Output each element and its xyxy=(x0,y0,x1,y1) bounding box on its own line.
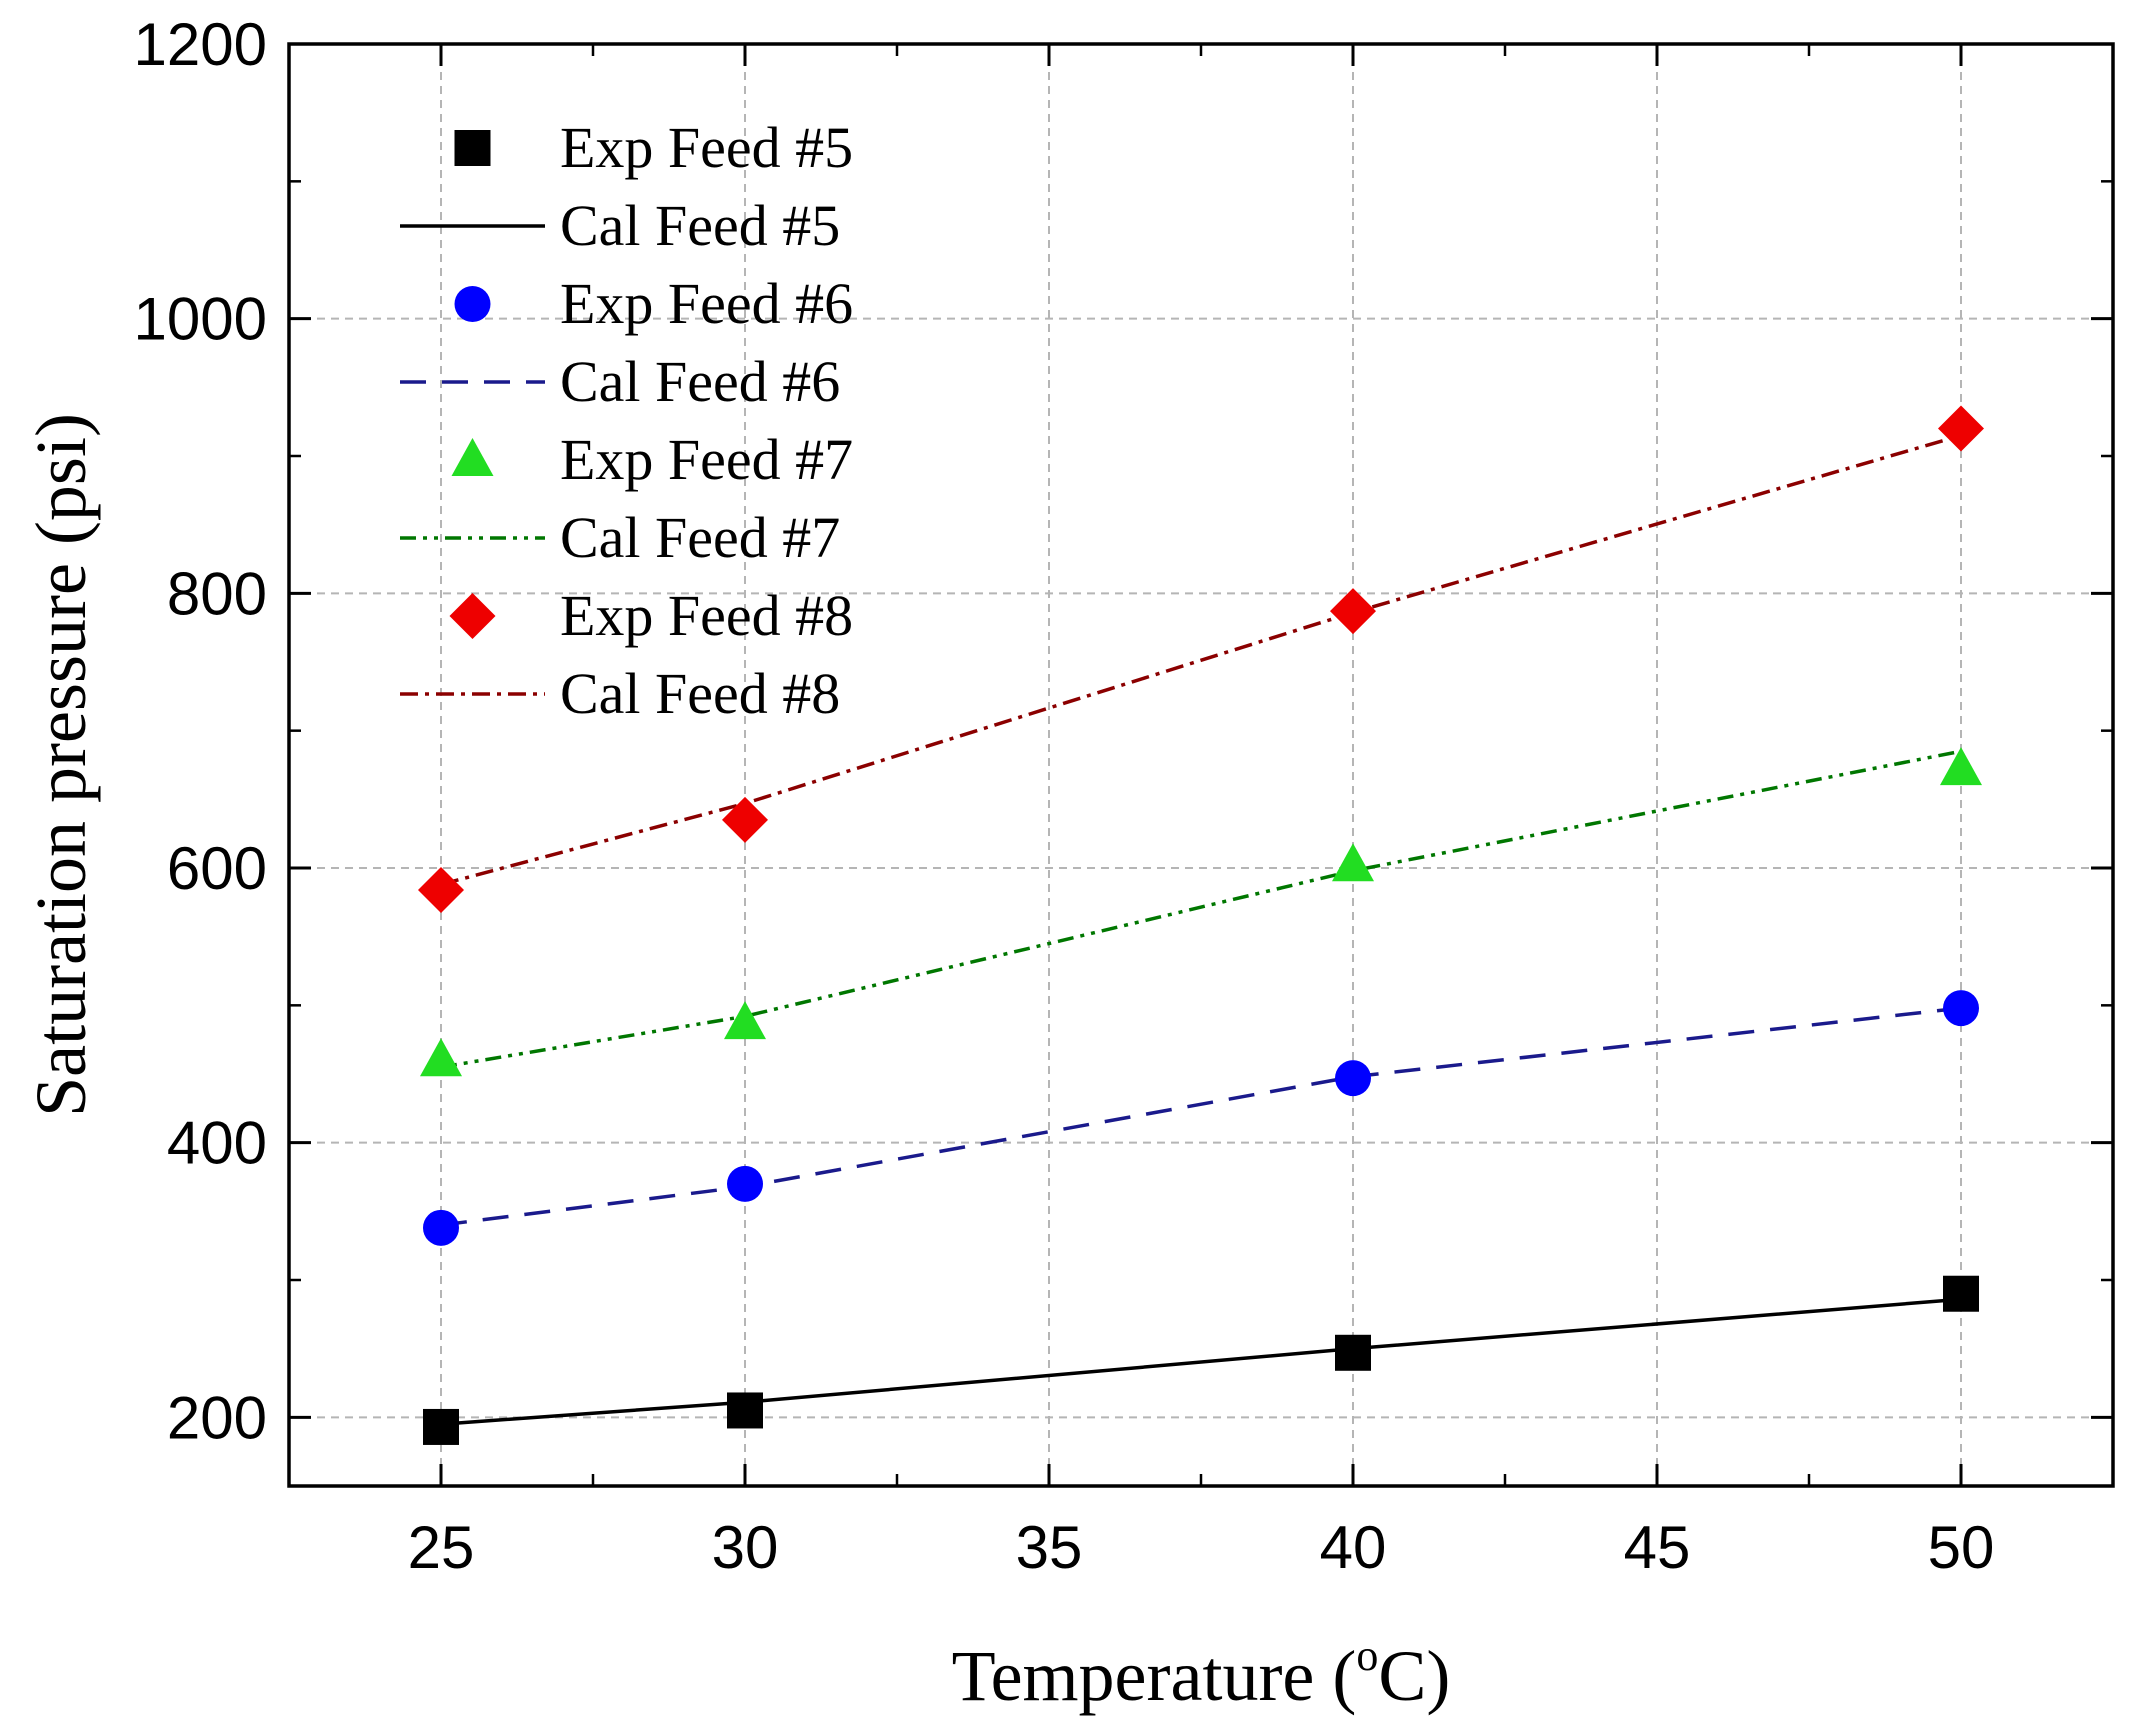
grid-layer xyxy=(289,44,2113,1486)
data-point-exp-feed-7 xyxy=(420,1038,462,1077)
data-point-exp-feed-8 xyxy=(1330,588,1376,635)
series-line-cal-feed-7 xyxy=(440,749,1962,1069)
x-tick-label: 35 xyxy=(1016,1514,1083,1581)
x-tick-label: 40 xyxy=(1320,1514,1387,1581)
legend-marker-exp-feed-7 xyxy=(451,438,494,476)
data-point-exp-feed-5 xyxy=(727,1392,763,1429)
legend-label-exp-feed-5: Exp Feed #5 xyxy=(560,115,853,180)
axis-ticks: 25 30 35 40 45 50 200 400 600 800 1000 1200 xyxy=(134,11,2113,1581)
data-point-exp-feed-7 xyxy=(1940,747,1982,786)
series-markers xyxy=(418,405,1984,1445)
y-tick-label: 1000 xyxy=(134,286,267,353)
y-axis-title: Saturation pressure (psi) xyxy=(21,413,101,1117)
data-point-exp-feed-6 xyxy=(1943,990,1979,1027)
data-point-exp-feed-5 xyxy=(423,1408,459,1445)
series-line-cal-feed-6 xyxy=(440,1006,1962,1227)
legend-marker-exp-feed-8 xyxy=(449,593,496,639)
legend-label-cal-feed-5: Cal Feed #5 xyxy=(560,193,840,258)
x-axis-title-superscript: o xyxy=(1356,1631,1378,1680)
x-tick-label: 50 xyxy=(1928,1514,1995,1581)
legend-label-exp-feed-7: Exp Feed #7 xyxy=(560,427,853,492)
data-point-exp-feed-6 xyxy=(423,1209,459,1246)
legend-label-exp-feed-6: Exp Feed #6 xyxy=(560,271,853,336)
data-point-exp-feed-8 xyxy=(418,866,464,913)
data-point-exp-feed-8 xyxy=(722,796,768,843)
series-line-cal-feed-8 xyxy=(440,433,1962,887)
data-point-exp-feed-5 xyxy=(1335,1334,1371,1371)
data-point-exp-feed-5 xyxy=(1943,1275,1979,1312)
legend-marker-exp-feed-6 xyxy=(454,286,491,322)
legend-label-exp-feed-8: Exp Feed #8 xyxy=(560,583,853,648)
y-tick-label: 400 xyxy=(167,1110,267,1177)
data-point-exp-feed-7 xyxy=(724,1001,766,1040)
legend-label-cal-feed-6: Cal Feed #6 xyxy=(560,349,840,414)
x-tick-label: 25 xyxy=(408,1514,475,1581)
y-tick-label: 800 xyxy=(167,560,267,627)
y-tick-label: 600 xyxy=(167,835,267,902)
x-axis-title-unit: C) xyxy=(1378,1636,1450,1716)
series-line-cal-feed-5 xyxy=(440,1297,1962,1426)
legend-label-cal-feed-7: Cal Feed #7 xyxy=(560,505,840,570)
data-point-exp-feed-6 xyxy=(727,1165,763,1202)
legend-label-cal-feed-8: Cal Feed #8 xyxy=(560,661,840,726)
x-axis-title: Temperature (oC) xyxy=(952,1631,1451,1716)
data-point-exp-feed-8 xyxy=(1938,405,1984,452)
x-tick-label: 30 xyxy=(712,1514,779,1581)
series-lines xyxy=(440,433,1962,1426)
legend-marker-exp-feed-5 xyxy=(454,130,491,166)
legend: Exp Feed #5 Cal Feed #5 Exp Feed #6 Cal Fee… xyxy=(400,115,853,726)
data-point-exp-feed-6 xyxy=(1335,1060,1371,1097)
plot-frame xyxy=(287,42,2115,1488)
data-point-exp-feed-7 xyxy=(1332,843,1374,882)
x-axis-title-main: Temperature ( xyxy=(952,1636,1357,1716)
y-tick-label: 1200 xyxy=(134,11,267,78)
x-tick-label: 45 xyxy=(1624,1514,1691,1581)
y-tick-label: 200 xyxy=(167,1384,267,1451)
